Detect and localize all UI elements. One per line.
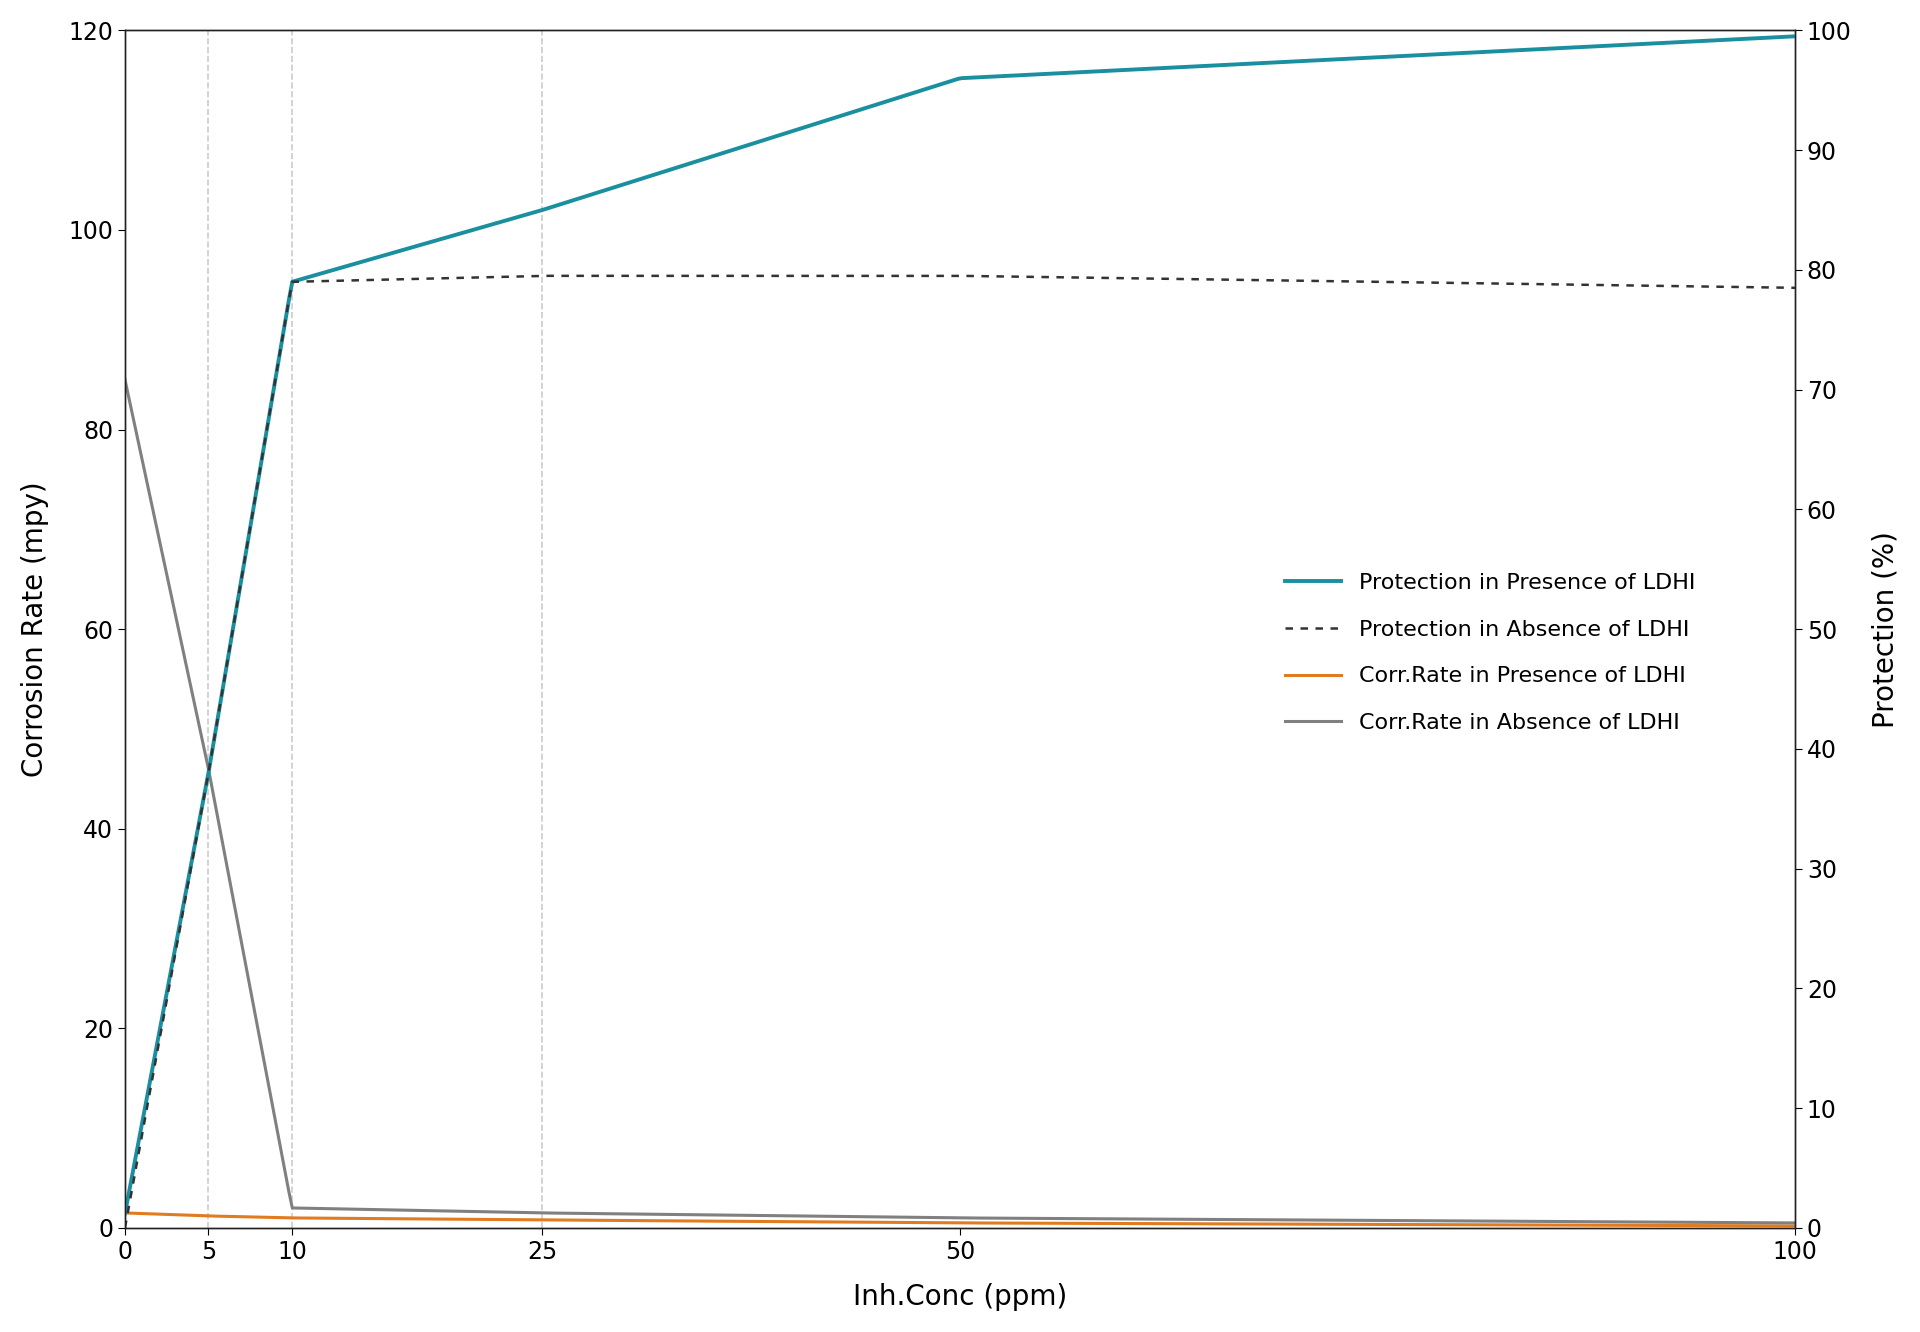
Corr.Rate in Absence of LDHI (1482, 1213, 1505, 1229)
Corr.Rate in Absence of LDHI (113, 372, 136, 388)
Corr.Rate in Absence of LDHI (1743, 1215, 1766, 1231)
Corr.Rate in Absence of LDHI (916, 1209, 939, 1225)
Protection in Presence of LDHI (906, 84, 929, 100)
Protection in Absence of LDHI (1020, 269, 1043, 285)
Line: Corr.Rate in Absence of LDHI: Corr.Rate in Absence of LDHI (125, 380, 1795, 1223)
Line: Protection in Presence of LDHI: Protection in Presence of LDHI (125, 36, 1795, 1213)
Corr.Rate in Presence of LDHI (1482, 1217, 1505, 1233)
Protection in Absence of LDHI (1112, 270, 1135, 286)
Y-axis label: Corrosion Rate (mpy): Corrosion Rate (mpy) (21, 481, 48, 777)
Corr.Rate in Presence of LDHI (113, 1205, 136, 1221)
Protection in Presence of LDHI (1743, 31, 1766, 47)
Protection in Presence of LDHI (1108, 63, 1131, 79)
Protection in Presence of LDHI (1482, 44, 1505, 60)
Y-axis label: Protection (%): Protection (%) (1872, 530, 1899, 727)
Protection in Absence of LDHI (910, 268, 933, 284)
Protection in Presence of LDHI (113, 1205, 136, 1221)
Corr.Rate in Absence of LDHI (1018, 1211, 1041, 1227)
Line: Protection in Absence of LDHI: Protection in Absence of LDHI (125, 276, 1795, 1228)
Corr.Rate in Presence of LDHI (1784, 1217, 1807, 1233)
Protection in Absence of LDHI (1486, 276, 1509, 292)
X-axis label: Inh.Conc (ppm): Inh.Conc (ppm) (852, 1283, 1068, 1311)
Corr.Rate in Presence of LDHI (1018, 1215, 1041, 1231)
Legend: Protection in Presence of LDHI, Protection in Absence of LDHI, Corr.Rate in Pres: Protection in Presence of LDHI, Protecti… (1263, 551, 1716, 755)
Protection in Absence of LDHI (113, 1220, 136, 1236)
Protection in Presence of LDHI (1784, 28, 1807, 44)
Corr.Rate in Presence of LDHI (916, 1215, 939, 1231)
Corr.Rate in Presence of LDHI (1743, 1217, 1766, 1233)
Corr.Rate in Absence of LDHI (1108, 1211, 1131, 1227)
Protection in Absence of LDHI (1784, 280, 1807, 296)
Protection in Presence of LDHI (916, 80, 939, 96)
Protection in Absence of LDHI (920, 268, 943, 284)
Protection in Absence of LDHI (1747, 280, 1770, 296)
Corr.Rate in Presence of LDHI (906, 1215, 929, 1231)
Line: Corr.Rate in Presence of LDHI: Corr.Rate in Presence of LDHI (125, 1213, 1795, 1225)
Corr.Rate in Absence of LDHI (906, 1209, 929, 1225)
Corr.Rate in Absence of LDHI (1784, 1215, 1807, 1231)
Corr.Rate in Presence of LDHI (1108, 1216, 1131, 1232)
Protection in Absence of LDHI (532, 268, 555, 284)
Protection in Presence of LDHI (1018, 67, 1041, 83)
